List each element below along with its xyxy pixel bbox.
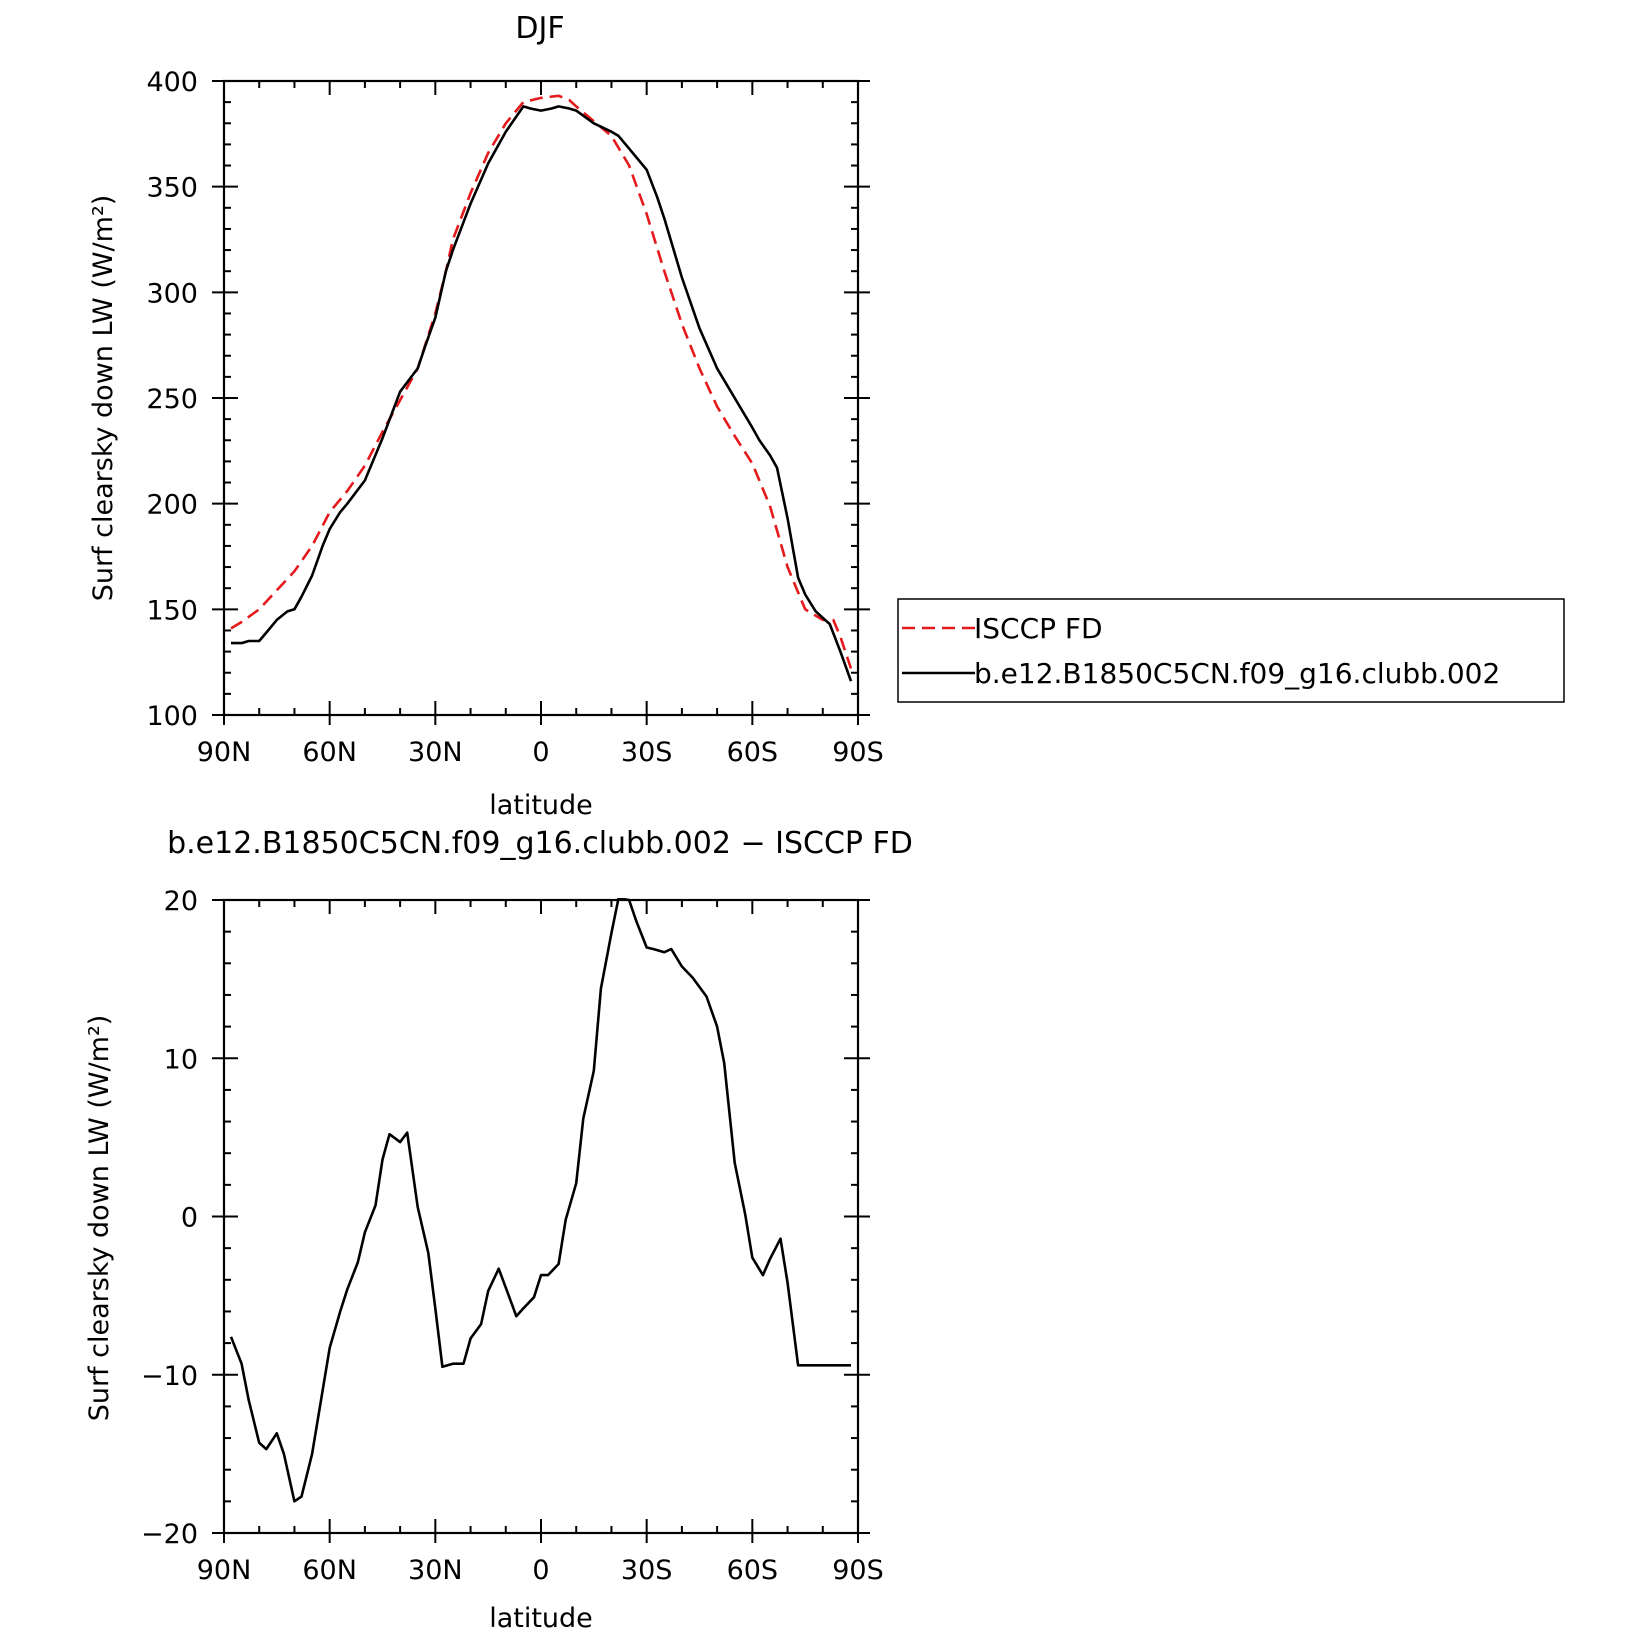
top-series-line-a bbox=[230, 94, 853, 669]
top-chart-title: DJF bbox=[515, 11, 564, 46]
top-x-tick-label: 0 bbox=[532, 737, 549, 768]
bottom-series-line-a bbox=[229, 898, 851, 1503]
top-x-tick-label: 90N bbox=[197, 737, 252, 768]
bottom-axis-ticks bbox=[212, 899, 870, 1543]
bottom-y-axis-label: Surf clearsky down LW (W/m²) bbox=[84, 1015, 115, 1422]
bottom-y-tick-label: 0 bbox=[181, 1203, 198, 1234]
legend-box bbox=[897, 598, 1565, 703]
bottom-x-axis-label: latitude bbox=[489, 1603, 593, 1630]
bottom-chart-panel: b.e12.B1850C5CN.f09_g16.clubb.002 − ISCC… bbox=[84, 826, 913, 1630]
bottom-y-tick-labels: −20 −10 0 10 20 bbox=[141, 886, 198, 1550]
top-x-tick-label: 30N bbox=[408, 737, 463, 768]
top-x-tick-label: 30S bbox=[621, 737, 673, 768]
bottom-x-tick-label: 0 bbox=[532, 1555, 549, 1586]
bottom-x-tick-label: 60N bbox=[302, 1555, 357, 1586]
bottom-y-tick-label: 10 bbox=[164, 1044, 198, 1075]
bottom-x-tick-labels: 90N 60N 30N 0 30S 60S 90S bbox=[197, 1555, 884, 1586]
top-series-line-b bbox=[231, 105, 853, 682]
top-y-tick-label: 300 bbox=[146, 278, 198, 309]
top-legend: ISCCP FD b.e12.B1850C5CN.f09_g16.clubb.0… bbox=[897, 598, 1565, 703]
top-y-axis-label: Surf clearsky down LW (W/m²) bbox=[88, 195, 119, 602]
top-y-tick-label: 250 bbox=[146, 384, 198, 415]
top-x-tick-labels: 90N 60N 30N 0 30S 60S 90S bbox=[197, 737, 884, 768]
top-y-tick-label: 400 bbox=[146, 67, 198, 98]
bottom-x-tick-label: 90S bbox=[832, 1555, 884, 1586]
bottom-chart-title: b.e12.B1850C5CN.f09_g16.clubb.002 − ISCC… bbox=[167, 826, 913, 861]
top-y-tick-label: 100 bbox=[146, 701, 198, 732]
bottom-x-tick-label: 30N bbox=[408, 1555, 463, 1586]
legend-label-isccp: ISCCP FD bbox=[974, 612, 1103, 645]
legend-label-model: b.e12.B1850C5CN.f09_g16.clubb.002 bbox=[974, 657, 1500, 690]
top-x-axis-label: latitude bbox=[489, 790, 593, 821]
top-series-lines bbox=[230, 94, 853, 682]
top-x-tick-label: 90S bbox=[832, 737, 884, 768]
top-x-tick-label: 60S bbox=[727, 737, 779, 768]
bottom-y-tick-label: −20 bbox=[141, 1519, 198, 1550]
top-y-tick-labels: 100 150 200 250 300 350 400 bbox=[146, 67, 198, 732]
top-plot-frame bbox=[222, 79, 860, 717]
bottom-y-tick-label: 20 bbox=[164, 886, 198, 917]
bottom-x-tick-label: 90N bbox=[197, 1555, 252, 1586]
bottom-x-tick-label: 30S bbox=[621, 1555, 673, 1586]
top-axis-ticks bbox=[212, 80, 870, 725]
bottom-y-tick-label: −10 bbox=[141, 1361, 198, 1392]
bottom-plot-frame bbox=[222, 898, 860, 1535]
bottom-series-lines bbox=[229, 898, 851, 1503]
top-y-tick-label: 350 bbox=[146, 173, 198, 204]
top-y-tick-label: 200 bbox=[146, 490, 198, 521]
top-x-tick-label: 60N bbox=[302, 737, 357, 768]
top-chart-panel: DJF 100 150 200 250 300 350 400 90N 60N 30N 0 30S 6… bbox=[88, 11, 1565, 821]
bottom-x-tick-label: 60S bbox=[727, 1555, 779, 1586]
top-y-tick-label: 150 bbox=[146, 595, 198, 626]
